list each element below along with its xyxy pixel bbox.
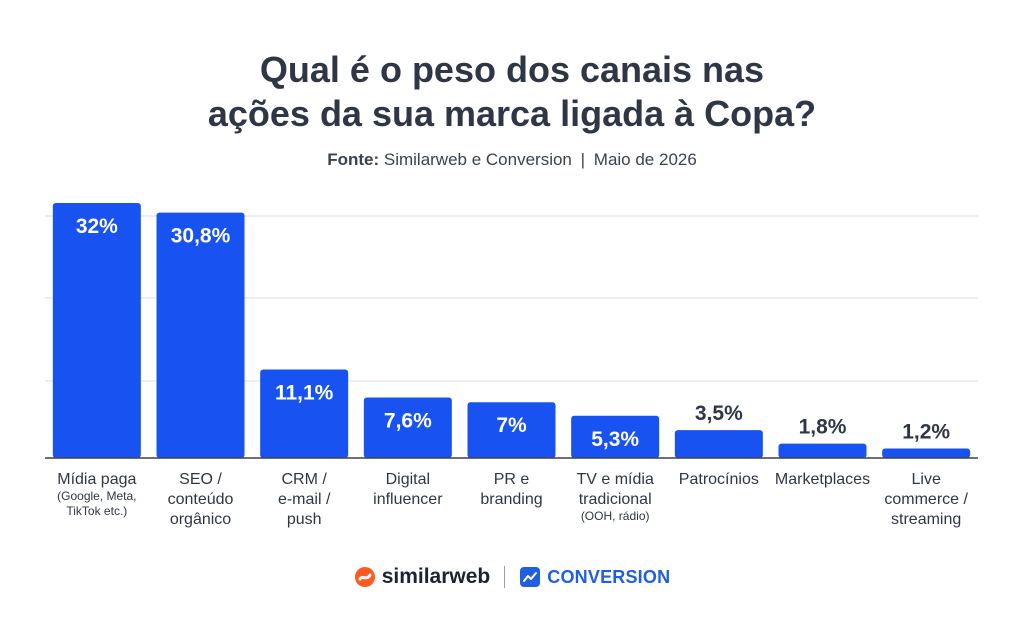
category-label-2-line-1: SEO / [179, 471, 222, 488]
bar-chart: 32% Mídia paga(Google, Meta,TikTok etc.) 3… [45, 203, 978, 528]
category-label-2-line-3: orgânico [170, 511, 231, 528]
source-line: Fonte: Similarweb e Conversion | Maio de… [0, 150, 1024, 170]
category-note-1-line-2: TikTok etc.) [66, 504, 127, 518]
category-label-9-line-3: streaming [891, 511, 961, 528]
title-line-2: ações da sua marca ligada à Copa? [207, 93, 817, 134]
chart-title: Qual é o peso dos canais nas ações da su… [0, 48, 1024, 136]
conversion-logo: CONVERSION [519, 566, 670, 588]
data-label-5: 7% [496, 414, 527, 437]
data-label-7: 3,5% [695, 402, 743, 425]
category-label-9-line-2: commerce / [884, 491, 968, 508]
category-label-3-line-1: CRM / [282, 471, 328, 488]
data-label-3: 11,1% [275, 382, 334, 405]
bar-2 [156, 212, 245, 458]
category-label-8-line-1: Marketplaces [775, 471, 870, 488]
similarweb-wordmark: similarweb [381, 565, 491, 588]
category-note-6-line-1: (OOH, rádio) [581, 509, 650, 523]
data-label-6: 5,3% [591, 428, 639, 451]
data-label-1: 32% [76, 215, 118, 238]
bar-6 [571, 415, 660, 458]
bar-8 [778, 443, 867, 458]
data-label-2: 30,8% [171, 225, 231, 248]
category-label-9-line-1: Live [911, 471, 940, 488]
category-label-5-line-1: PR e [494, 471, 530, 488]
logo-divider [504, 566, 506, 588]
bar-9 [882, 448, 971, 458]
logos-footer: similarweb CONVERSION [0, 565, 1024, 589]
data-label-4: 7,6% [384, 409, 432, 432]
category-label-2-line-2: conteúdo [168, 491, 234, 508]
data-label-8: 1,8% [799, 416, 847, 439]
conversion-mark-icon [520, 567, 541, 587]
category-label-3-line-2: e-mail / [278, 491, 331, 508]
category-note-1-line-1: (Google, Meta, [57, 489, 136, 503]
source-separator: | [580, 150, 586, 169]
category-label-6-line-2: tradicional [579, 491, 652, 508]
bar-7 [674, 430, 763, 458]
bar-1 [52, 203, 141, 458]
category-label-1-line-1: Mídia paga [57, 471, 136, 488]
conversion-wordmark: CONVERSION [547, 566, 671, 587]
category-label-4-line-1: Digital [386, 471, 430, 488]
category-label-7-line-1: Patrocínios [679, 471, 759, 488]
category-label-3-line-3: push [287, 511, 322, 528]
similarweb-logo: similarweb [354, 565, 491, 589]
bar-5 [467, 402, 556, 458]
category-label-4-line-2: influencer [373, 491, 443, 508]
category-label-5-line-2: branding [480, 491, 542, 508]
bar-3 [260, 369, 349, 458]
data-label-9: 1,2% [902, 420, 950, 443]
category-label-6-line-1: TV e mídia [576, 471, 653, 488]
source-label: Fonte: [327, 150, 380, 169]
source-text: Similarweb e Conversion [383, 150, 572, 169]
similarweb-mark-icon [354, 567, 375, 587]
title-line-1: Qual é o peso dos canais nas [259, 49, 765, 90]
bar-4 [363, 397, 452, 458]
source-date: Maio de 2026 [593, 150, 697, 169]
